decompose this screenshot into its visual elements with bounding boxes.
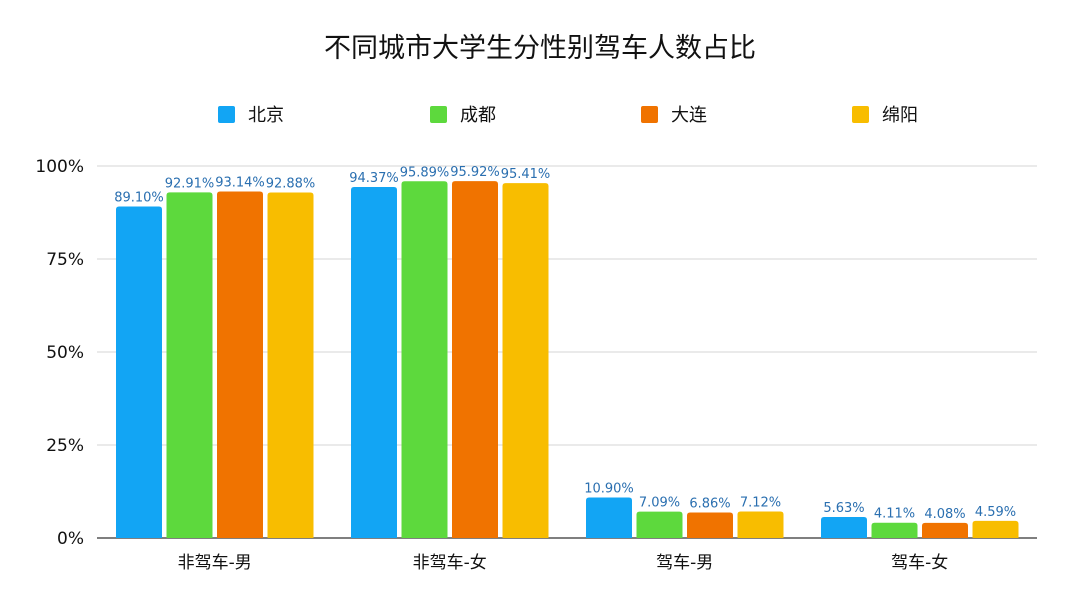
data-label-3-4: 7.12%	[740, 496, 781, 511]
legend-swatch-1	[218, 105, 235, 123]
data-label-2-1: 94.37%	[349, 171, 399, 186]
y-tick-label-3: 75%	[46, 250, 84, 270]
bar-3-2	[636, 511, 683, 538]
legend-label-4: 绵阳	[882, 105, 918, 126]
data-label-3-2: 7.09%	[639, 496, 680, 511]
bar-2-2	[401, 181, 448, 539]
bar-4-4	[972, 520, 1019, 538]
data-label-4-3: 4.08%	[924, 507, 965, 522]
bar-2-1	[351, 186, 397, 538]
bar-4-2	[871, 522, 918, 538]
bar-1-3	[217, 191, 263, 538]
data-label-1-4: 92.88%	[266, 176, 316, 191]
y-tick-label-4: 100%	[35, 157, 84, 177]
y-tick-label-0: 0%	[57, 529, 84, 549]
bar-2-3	[452, 181, 498, 538]
legend-swatch-4	[852, 105, 869, 123]
bar-3-1	[586, 497, 632, 538]
data-label-1-2: 92.91%	[165, 176, 215, 191]
data-label-3-1: 10.90%	[584, 481, 634, 496]
legend-item-1: 北京	[218, 101, 284, 127]
legend-item-3: 大连	[641, 101, 707, 127]
legend-item-4: 绵阳	[852, 101, 918, 127]
data-label-2-2: 95.89%	[400, 165, 450, 180]
bar-3-3	[687, 512, 733, 538]
bar-1-4	[267, 192, 314, 539]
bar-4-3	[922, 522, 968, 538]
data-label-4-2: 4.11%	[874, 507, 915, 522]
legend-label-3: 大连	[671, 105, 707, 126]
data-label-1-1: 89.10%	[114, 191, 164, 206]
chart-title: 不同城市大学生分性别驾车人数占比	[324, 33, 756, 64]
legend: 北京 成都 大连 绵阳	[0, 101, 1080, 129]
data-label-1-3: 93.14%	[215, 176, 265, 191]
bar-2-4	[502, 183, 549, 538]
category-label-3: 驾车-男	[656, 553, 713, 573]
y-tick-label-1: 25%	[46, 436, 84, 456]
bar-1-1	[116, 206, 162, 538]
category-label-4: 驾车-女	[891, 553, 948, 573]
legend-label-1: 北京	[248, 105, 284, 126]
data-label-2-4: 95.41%	[501, 167, 551, 182]
data-label-2-3: 95.92%	[450, 165, 500, 180]
category-label-1: 非驾车-男	[178, 553, 252, 573]
y-tick-label-2: 50%	[46, 343, 84, 363]
legend-item-2: 成都	[430, 101, 496, 127]
legend-label-2: 成都	[460, 105, 496, 126]
bar-1-2	[166, 192, 213, 538]
category-label-2: 非驾车-女	[413, 553, 487, 573]
data-label-3-3: 6.86%	[689, 496, 730, 511]
legend-swatch-2	[430, 105, 447, 123]
data-label-4-1: 5.63%	[823, 501, 864, 516]
bar-4-1	[821, 517, 867, 538]
legend-swatch-3	[641, 105, 658, 123]
data-label-4-4: 4.59%	[975, 505, 1016, 520]
bar-3-4	[737, 511, 784, 538]
